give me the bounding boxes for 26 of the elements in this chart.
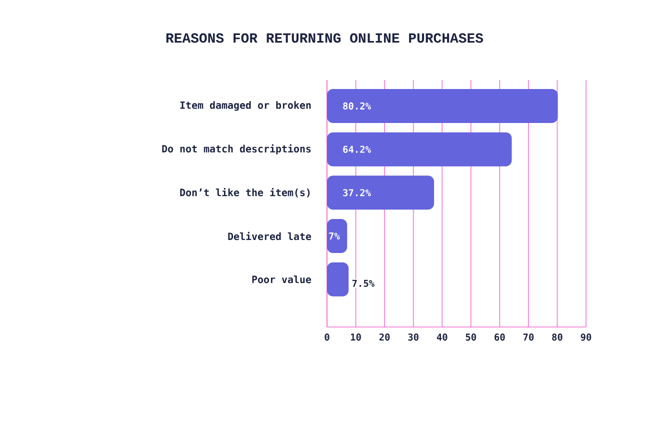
x-tick-label: 10 <box>350 334 361 341</box>
bar <box>327 132 512 166</box>
x-tick-label: 50 <box>466 334 476 341</box>
x-tick-label: 40 <box>436 334 448 341</box>
y-tick-label: Don’t like the item(s) <box>180 188 310 198</box>
x-tick-label: 30 <box>408 334 418 341</box>
data-label: 37.2% <box>343 189 371 196</box>
data-label: 7% <box>329 232 340 240</box>
x-tick-label: 80 <box>552 334 562 341</box>
bar <box>327 219 348 254</box>
y-tick-label: Item damaged or broken <box>180 101 311 111</box>
y-tick-label: Delivered late <box>228 232 312 240</box>
y-tick-label: Poor value <box>252 275 312 284</box>
data-label: 64.2% <box>343 146 371 153</box>
x-tick-label: 90 <box>580 334 592 341</box>
bar <box>327 89 558 124</box>
x-tick-label: 20 <box>379 334 390 341</box>
x-tick-label: 70 <box>523 334 534 341</box>
y-tick-label: Do not match descriptions <box>162 144 311 154</box>
bar <box>327 176 434 210</box>
data-label: 80.2% <box>343 102 371 110</box>
x-tick-label: 60 <box>494 334 505 341</box>
data-label: 7.5% <box>352 280 375 287</box>
chart-title: REASONS FOR RETURNING ONLINE PURCHASES <box>166 33 484 43</box>
x-tick-label: 0 <box>324 334 330 341</box>
bar <box>327 262 349 296</box>
